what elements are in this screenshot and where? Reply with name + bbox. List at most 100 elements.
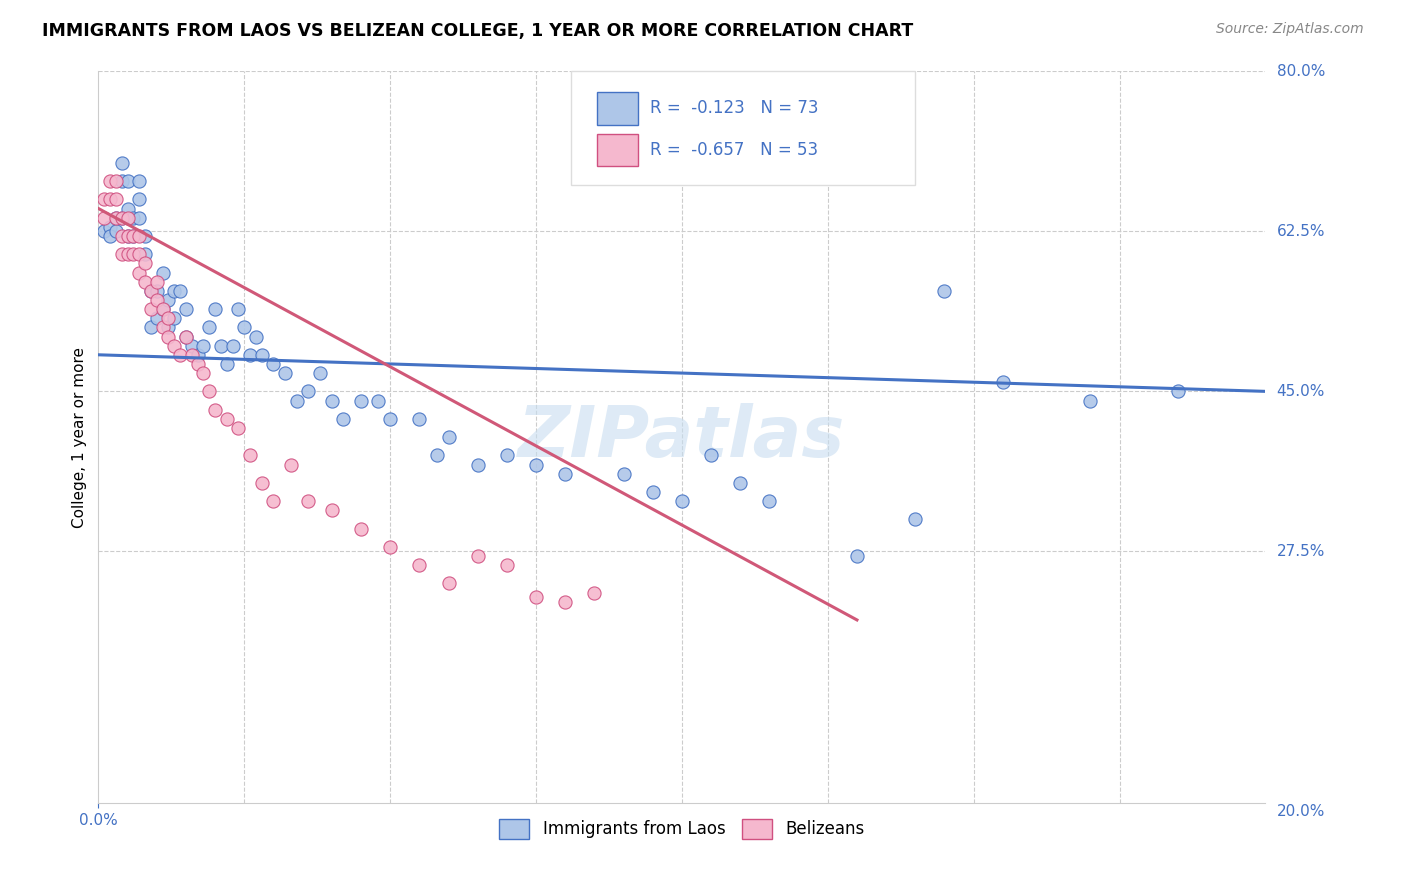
Point (104, 211, 127, 225)
Point (350, 393, 373, 408)
Point (934, 284, 956, 298)
Point (524, 458, 547, 472)
Point (612, 467, 634, 481)
Point (111, 211, 134, 225)
Point (262, 357, 284, 371)
Point (134, 247, 156, 261)
Text: Source: ZipAtlas.com: Source: ZipAtlas.com (1216, 22, 1364, 37)
Text: 62.5%: 62.5% (1277, 224, 1324, 239)
Y-axis label: College, 1 year or more: College, 1 year or more (72, 347, 87, 527)
Point (174, 329, 197, 343)
Point (139, 284, 162, 298)
Point (274, 366, 297, 380)
Point (163, 338, 186, 352)
Point (198, 384, 221, 399)
Point (1167, 384, 1189, 399)
Point (209, 338, 232, 352)
Bar (596, 92, 637, 125)
Point (641, 485, 664, 500)
Point (139, 320, 162, 334)
Point (104, 174, 127, 188)
Point (139, 301, 162, 317)
Point (128, 174, 150, 188)
Point (146, 284, 169, 298)
FancyBboxPatch shape (571, 71, 915, 185)
Point (187, 348, 209, 362)
Point (380, 412, 402, 426)
Point (350, 521, 373, 535)
Point (122, 211, 145, 225)
Point (111, 174, 134, 188)
Point (98, 229, 121, 244)
Point (437, 430, 460, 444)
Point (758, 494, 780, 508)
Point (104, 192, 127, 206)
Point (250, 475, 273, 490)
Text: 20.0%: 20.0% (1277, 805, 1324, 819)
Point (426, 448, 449, 462)
Point (174, 301, 197, 317)
Point (157, 320, 180, 334)
Point (904, 512, 927, 526)
Point (163, 311, 186, 326)
Point (245, 329, 267, 343)
Point (309, 366, 332, 380)
Text: IMMIGRANTS FROM LAOS VS BELIZEAN COLLEGE, 1 YEAR OR MORE CORRELATION CHART: IMMIGRANTS FROM LAOS VS BELIZEAN COLLEGE… (42, 22, 914, 40)
Point (111, 156, 134, 170)
Point (146, 311, 169, 326)
Point (437, 576, 460, 591)
Point (128, 229, 150, 244)
Point (408, 412, 430, 426)
Point (117, 202, 139, 216)
Point (157, 329, 180, 343)
Point (250, 348, 273, 362)
Point (467, 549, 489, 563)
Point (496, 448, 519, 462)
Text: R =  -0.657   N = 53: R = -0.657 N = 53 (651, 141, 818, 159)
Point (297, 494, 319, 508)
Point (467, 458, 489, 472)
Point (671, 494, 693, 508)
Point (332, 412, 354, 426)
Point (700, 448, 723, 462)
Point (297, 384, 319, 399)
Point (111, 211, 134, 225)
Point (204, 301, 226, 317)
Point (239, 448, 262, 462)
Point (152, 266, 174, 280)
Point (104, 224, 127, 238)
Point (93, 211, 115, 225)
Point (157, 293, 180, 307)
Point (128, 192, 150, 206)
Point (262, 494, 284, 508)
Text: 80.0%: 80.0% (1277, 64, 1324, 78)
Point (122, 229, 145, 244)
Point (215, 412, 238, 426)
Point (187, 357, 209, 371)
Point (128, 266, 150, 280)
Legend: Immigrants from Laos, Belizeans: Immigrants from Laos, Belizeans (492, 812, 872, 846)
Text: 45.0%: 45.0% (1277, 384, 1324, 399)
Bar (596, 134, 637, 167)
Point (122, 247, 145, 261)
Point (180, 348, 202, 362)
Point (198, 320, 221, 334)
Point (169, 284, 191, 298)
Point (846, 549, 869, 563)
Point (239, 348, 262, 362)
Point (730, 475, 752, 490)
Point (285, 393, 308, 408)
Point (408, 558, 430, 573)
Point (180, 338, 202, 352)
Point (321, 393, 343, 408)
Point (152, 320, 174, 334)
Point (104, 211, 127, 225)
Point (991, 375, 1014, 389)
Text: 27.5%: 27.5% (1277, 544, 1324, 559)
Text: R =  -0.123   N = 73: R = -0.123 N = 73 (651, 99, 818, 117)
Point (93, 224, 115, 238)
Point (174, 329, 197, 343)
Point (152, 301, 174, 317)
Point (134, 229, 156, 244)
Point (98, 174, 121, 188)
